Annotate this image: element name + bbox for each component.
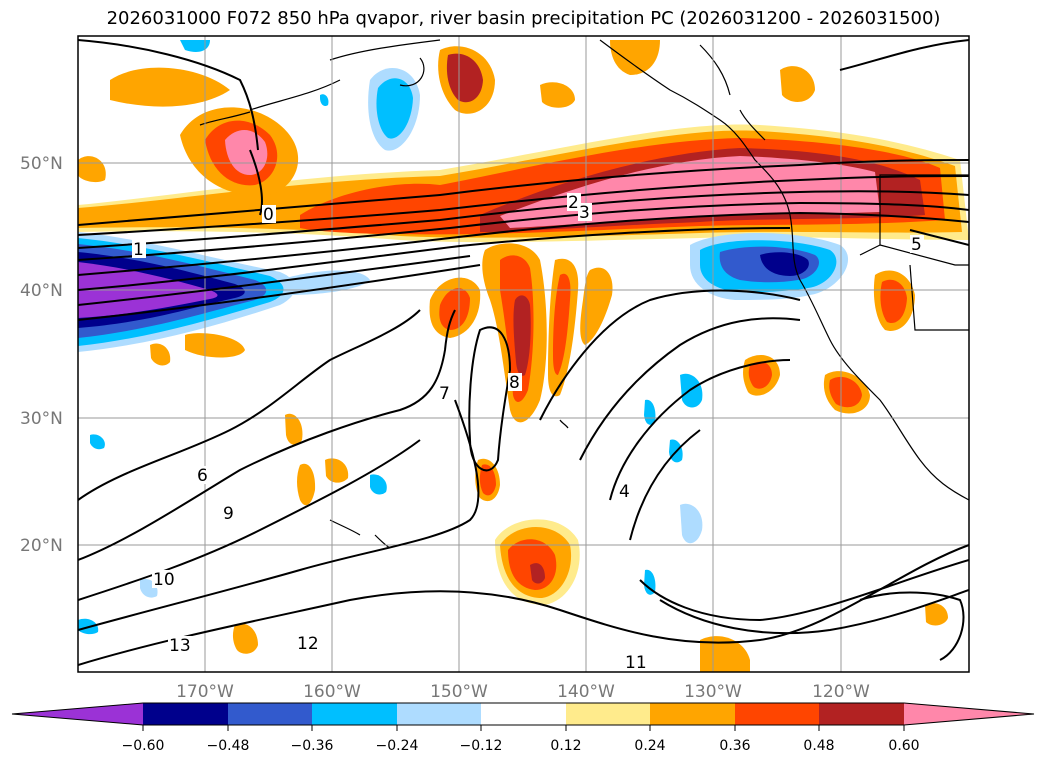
colorbar-segment-8 <box>735 703 819 725</box>
colorbar-segment-4 <box>397 703 481 725</box>
contour-layer <box>78 39 969 666</box>
colorbar-tick-7: 0.36 <box>719 738 750 754</box>
shading-layer: 0 1 2 3 4 5 6 7 8 9 10 11 12 13 <box>78 36 969 673</box>
colorbar-segment-2 <box>228 703 312 725</box>
colorbar-tick-3: −0.24 <box>376 738 419 754</box>
lon-label-120w: 120°W <box>812 682 870 702</box>
colorbar-tick-2: −0.36 <box>291 738 334 754</box>
contour-label-13: 13 <box>169 636 191 656</box>
colorbar-tick-9: 0.60 <box>888 738 919 754</box>
contour-label-10: 10 <box>153 570 175 590</box>
colorbar-tick-6: 0.24 <box>634 738 665 754</box>
lon-labels: 170°W 160°W 150°W 140°W 130°W 120°W <box>176 682 870 702</box>
contour-label-3: 3 <box>579 203 590 223</box>
colorbar-tick-8: 0.48 <box>803 738 834 754</box>
colorbar-tick-0: −0.60 <box>122 738 165 754</box>
lat-label-30n: 30°N <box>20 409 63 429</box>
contour-label-9: 9 <box>223 504 234 524</box>
lat-label-50n: 50°N <box>20 154 63 174</box>
lon-label-160w: 160°W <box>303 682 361 702</box>
contour-label-6: 6 <box>197 466 208 486</box>
lat-label-40n: 40°N <box>20 281 63 301</box>
colorbar-segment-3 <box>312 703 397 725</box>
lon-label-140w: 140°W <box>557 682 615 702</box>
colorbar-tick-4: −0.12 <box>460 738 503 754</box>
contour-label-1: 1 <box>133 240 144 260</box>
colorbar-segment-6 <box>566 703 650 725</box>
colorbar-tick-1: −0.48 <box>207 738 250 754</box>
colorbar-segment-9 <box>819 703 904 725</box>
contour-label-0: 0 <box>263 205 274 225</box>
contour-label-11: 11 <box>625 653 647 673</box>
lon-label-170w: 170°W <box>176 682 234 702</box>
contour-label-4: 4 <box>619 482 630 502</box>
contour-label-5: 5 <box>911 235 922 255</box>
colorbar: −0.60 −0.48 −0.36 −0.24 −0.12 0.12 0.24 … <box>11 702 1035 754</box>
contour-label-7: 7 <box>439 384 450 404</box>
colorbar-segment-1 <box>143 703 228 725</box>
contour-label-8: 8 <box>509 373 520 393</box>
plot-frame <box>77 35 970 673</box>
colorbar-extend-min <box>12 703 143 725</box>
lat-label-20n: 20°N <box>20 536 63 556</box>
contour-label-2: 2 <box>568 193 579 213</box>
lon-label-150w: 150°W <box>430 682 488 702</box>
colorbar-segment-5 <box>481 703 566 725</box>
lon-label-130w: 130°W <box>684 682 742 702</box>
contour-label-12: 12 <box>297 634 319 654</box>
lat-labels: 50°N 40°N 30°N 20°N <box>20 154 63 556</box>
colorbar-segment-7 <box>650 703 735 725</box>
map-title: 2026031000 F072 850 hPa qvapor, river ba… <box>106 8 941 29</box>
colorbar-extend-max <box>904 703 1034 725</box>
contour-labels: 0 1 2 3 4 5 6 7 8 9 10 11 12 13 <box>132 193 924 673</box>
colorbar-tick-5: 0.12 <box>550 738 581 754</box>
